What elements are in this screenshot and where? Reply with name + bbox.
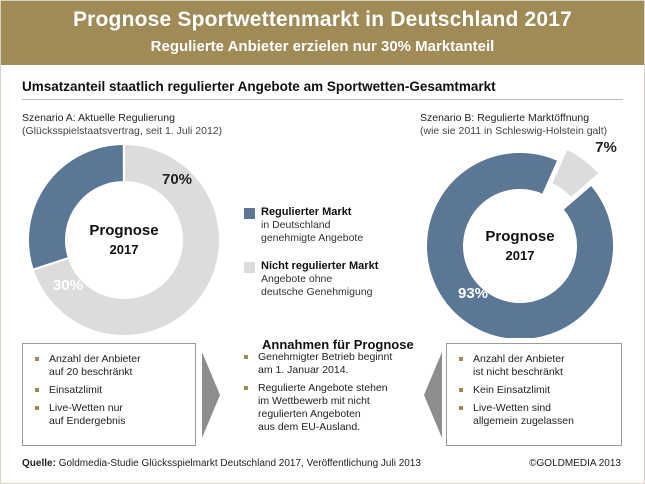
assumption-left-item-text: Anzahl der Anbieter (49, 353, 141, 365)
assumptions-box-left: Anzahl der Anbieter auf 20 beschränkt Eins… (22, 343, 196, 446)
legend-desc-regulated-2: genehmigte Angebote (261, 232, 364, 244)
legend-desc-unregulated-1: Angebote ohne (261, 273, 333, 285)
assumption-right-item-text: Anzahl der Anbieter (473, 353, 565, 365)
bullet-icon (35, 406, 39, 410)
assumption-left-item: Anzahl der Anbieter auf 20 beschränkt (35, 353, 183, 379)
donut-data-label-regulated: 30% (53, 277, 83, 294)
bullet-icon (459, 406, 463, 410)
assumption-right-item: Live-Wetten sind allgemein zugelassen (459, 402, 609, 428)
copyright: ©GOLDMEDIA 2013 (529, 458, 621, 469)
donut-b-center-line1: Prognose (485, 228, 554, 245)
source-note: Quelle: Goldmedia-Studie Glücksspielmark… (22, 458, 421, 469)
scenario-a-header: Szenario A: Aktuelle Regulierung (Glücks… (22, 112, 222, 138)
scenario-b-donut-chart: Prognose 2017 93% 7% (425, 139, 617, 338)
source-label: Quelle: (22, 458, 56, 469)
divider (22, 99, 623, 100)
scenario-a-donut-chart: Prognose 2017 30% 70% (27, 142, 221, 337)
assumptions-box-right: Anzahl der Anbieter ist nicht beschränkt K… (446, 343, 622, 446)
assumptions-list-right: Anzahl der Anbieter ist nicht beschränkt K… (459, 353, 609, 428)
legend-title-regulated: Regulierter Markt (261, 206, 352, 218)
bullet-icon (244, 386, 248, 390)
arrow-left-icon (424, 352, 442, 438)
assumption-center-item-text: am 1. Januar 2014. (258, 364, 349, 376)
assumption-center-item: Genehmigter Betrieb beginnt am 1. Januar … (244, 351, 414, 377)
bullet-icon (35, 388, 39, 392)
bullet-icon (459, 357, 463, 361)
donut-a-center-line1: Prognose (89, 222, 158, 239)
donut-slice-unregulated (549, 147, 601, 200)
assumptions-center: Genehmigter Betrieb beginnt am 1. Januar … (244, 351, 414, 439)
donut-data-label-unregulated: 70% (162, 171, 192, 188)
legend-swatch-unregulated (244, 262, 255, 273)
assumption-left-item-text: auf Endergebnis (49, 415, 126, 427)
bullet-icon (244, 355, 248, 359)
assumption-right-item-text: Kein Einsatzlimit (473, 384, 551, 396)
page-subtitle: Regulierte Anbieter erzielen nur 30% Mar… (150, 38, 495, 55)
assumption-center-item-text: im Wettbewerb mit nicht (258, 395, 370, 407)
assumption-right-item: Kein Einsatzlimit (459, 384, 609, 397)
assumption-right-item-text: Live-Wetten sind (473, 402, 552, 414)
scenario-b-title: Szenario B: Regulierte Marktöffnung (420, 112, 590, 124)
legend-desc-unregulated-2: deutsche Genehmigung (261, 286, 373, 298)
scenario-b-subtitle: (wie sie 2011 in Schleswig-Holstein galt… (420, 125, 608, 137)
donut-b-center-line2: 2017 (506, 248, 535, 263)
bullet-icon (459, 388, 463, 392)
page-title: Prognose Sportwettenmarkt in Deutschland… (72, 8, 573, 31)
donut-slice-unregulated (31, 142, 221, 337)
donut-slice-regulated (425, 151, 615, 338)
assumption-center-item-text: regulierten Angeboten (258, 408, 361, 420)
source-text: Goldmedia-Studie Glücksspielmarkt Deutsc… (58, 458, 421, 469)
section-heading: Umsatzanteil staatlich regulierter Angeb… (22, 79, 496, 94)
assumption-center-item-text: Regulierte Angebote stehen (258, 382, 388, 394)
assumption-center-item: Regulierte Angebote stehen im Wettbewerb … (244, 382, 414, 434)
donut-data-label-regulated: 93% (458, 285, 488, 302)
assumption-right-item-text: ist nicht beschränkt (473, 366, 563, 378)
legend-swatch-regulated (244, 208, 255, 219)
donut-slice-regulated (27, 142, 125, 272)
assumption-right-item-text: allgemein zugelassen (473, 415, 574, 427)
assumption-left-item-text: Einsatzlimit (49, 384, 103, 396)
donut-data-label-unregulated: 7% (595, 139, 617, 156)
arrow-right-icon (202, 352, 220, 438)
assumption-left-item-text: Live-Wetten nur (49, 402, 123, 414)
assumption-left-item-text: auf 20 beschränkt (49, 366, 133, 378)
bullet-icon (35, 357, 39, 361)
scenario-a-title: Szenario A: Aktuelle Regulierung (22, 112, 175, 124)
scenario-b-header: Szenario B: Regulierte Marktöffnung (wie… (420, 112, 607, 138)
assumption-left-item: Live-Wetten nur auf Endergebnis (35, 402, 183, 428)
donut-a-center-line2: 2017 (110, 242, 139, 257)
legend-title-unregulated: Nicht regulierter Markt (261, 260, 379, 272)
assumption-center-item-text: Genehmigter Betrieb beginnt (258, 351, 393, 363)
header-banner: Prognose Sportwettenmarkt in Deutschland… (1, 1, 644, 65)
assumptions-list-center: Genehmigter Betrieb beginnt am 1. Januar … (244, 351, 414, 434)
assumptions-title: Annahmen für Prognose (262, 337, 414, 352)
assumption-right-item: Anzahl der Anbieter ist nicht beschränkt (459, 353, 609, 379)
assumption-center-item-text: aus dem EU-Ausland. (258, 421, 361, 433)
scenario-a-subtitle: (Glücksspielstaatsvertrag, seit 1. Juli … (22, 125, 223, 137)
assumptions-list-left: Anzahl der Anbieter auf 20 beschränkt Eins… (35, 353, 183, 428)
assumption-left-item: Einsatzlimit (35, 384, 183, 397)
legend-desc-regulated-1: in Deutschland (261, 219, 331, 231)
